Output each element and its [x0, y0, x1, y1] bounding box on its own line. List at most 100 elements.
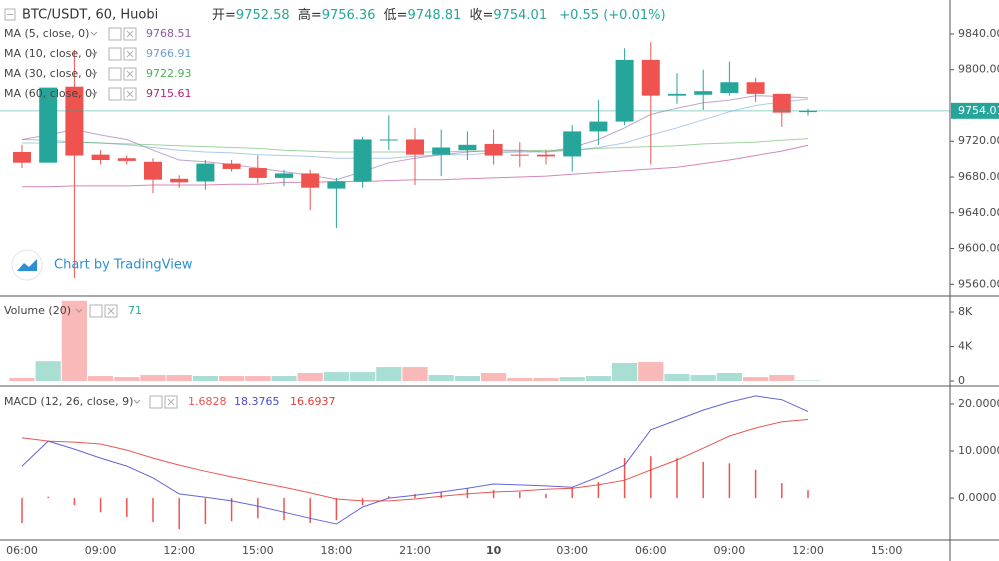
volume-bar: [350, 372, 376, 382]
legend-name: MA (5, close, 0): [4, 27, 89, 40]
watermark-logo: [17, 259, 37, 271]
candle-body: [772, 93, 791, 113]
volume-bar: [166, 374, 192, 382]
candle-body: [222, 163, 241, 169]
watermark-logo: [11, 249, 43, 281]
volume-bar: [428, 374, 454, 382]
candle-body: [406, 139, 424, 155]
ohlc-label: 高=: [298, 7, 322, 23]
legend-value: 9715.61: [146, 87, 192, 100]
candle-body: [615, 59, 634, 122]
candle-body: [510, 154, 529, 156]
change: +0.55 (+0.01%): [559, 8, 665, 23]
candle-body: [248, 168, 267, 178]
volume-bar: [245, 376, 271, 382]
candle-body: [39, 87, 58, 163]
candle-body: [170, 178, 189, 183]
ohlc-value: 9748.81: [408, 8, 462, 23]
y-tick-label: 9560.00: [958, 277, 999, 290]
x-tick-label: 03:00: [556, 544, 588, 557]
volume-bar: [9, 378, 35, 382]
ohlc-value: 9756.36: [322, 8, 376, 23]
remove-icon[interactable]: [123, 87, 137, 101]
ohlc-header: 开=9752.58 高=9756.36 低=9748.81 收=9754.01 …: [212, 7, 666, 23]
y-tick-label: 9640.00: [958, 206, 999, 219]
y-tick-label: 0: [958, 374, 965, 387]
symbol-title: BTC/USDT, 60, Huobi: [22, 8, 158, 23]
settings-icon[interactable]: [108, 47, 122, 61]
volume-bar: [559, 377, 585, 382]
x-tick-label: 12:00: [792, 544, 824, 557]
volume-bar: [219, 376, 245, 382]
x-tick-label: 18:00: [321, 544, 353, 557]
candle-body: [799, 110, 817, 113]
volume-bar: [297, 373, 323, 382]
candle-body: [458, 144, 477, 151]
remove-icon[interactable]: [123, 67, 137, 81]
legend-dropdown: [90, 51, 98, 56]
volume-bar: [533, 378, 559, 382]
remove-icon: [126, 70, 134, 78]
candle-body: [144, 161, 162, 180]
volume-bar: [690, 374, 716, 382]
remove-icon[interactable]: [104, 304, 118, 318]
candle-body: [720, 82, 739, 93]
settings-icon[interactable]: [149, 395, 163, 409]
x-tick-label: 15:00: [242, 544, 274, 557]
candle-body: [65, 86, 84, 156]
candle-body: [301, 173, 320, 188]
legend-value: 18.3765: [234, 395, 280, 408]
y-tick-label: 9680.00: [958, 170, 999, 183]
candle-body: [484, 143, 503, 156]
ohlc-label: 开=: [212, 8, 236, 23]
volume-bar: [454, 376, 480, 382]
candle-body: [353, 139, 372, 182]
volume-bar: [323, 372, 349, 382]
candle-body: [196, 163, 215, 182]
remove-icon[interactable]: [123, 47, 137, 61]
x-tick-label: 10: [486, 544, 502, 557]
settings-icon[interactable]: [108, 27, 122, 41]
watermark-text: Chart by TradingView: [54, 258, 193, 273]
settings-icon[interactable]: [89, 304, 103, 318]
candle-body: [694, 91, 713, 95]
settings-icon[interactable]: [108, 67, 122, 81]
last-price-label: 9754.01: [958, 104, 999, 117]
candle-body: [13, 151, 31, 163]
macd-legend: MACD (12, 26, close, 9): [4, 395, 133, 408]
candle-body: [275, 173, 293, 178]
watermark: Chart by TradingView: [11, 249, 193, 281]
remove-icon: [126, 50, 134, 58]
y-tick-label: 9600.00: [958, 242, 999, 255]
candle-body: [537, 154, 555, 157]
volume-bar: [376, 367, 402, 382]
x-tick-label: 09:00: [714, 544, 746, 557]
volume-bar: [638, 362, 664, 382]
y-tick-label: 10.0000: [958, 444, 999, 457]
legend-dropdown: [90, 71, 98, 76]
ohlc-value: 9754.01: [493, 8, 547, 23]
legend-value: 9722.93: [146, 67, 192, 80]
remove-icon[interactable]: [164, 395, 178, 409]
candle-body: [117, 158, 136, 161]
x-tick-label: 06:00: [6, 544, 38, 557]
y-tick-label: 9840.00: [958, 27, 999, 40]
legend-dropdown: [90, 31, 98, 36]
y-tick-label: 4K: [958, 340, 973, 353]
x-tick-label: 09:00: [85, 544, 117, 557]
volume-bar: [35, 361, 61, 382]
volume-bar: [716, 373, 742, 382]
remove-icon: [126, 30, 134, 38]
candle-body: [746, 82, 765, 94]
volume-bar: [507, 378, 533, 382]
settings-icon[interactable]: [108, 87, 122, 101]
remove-icon[interactable]: [123, 27, 137, 41]
volume-bar: [192, 376, 218, 382]
ohlc-value: 9752.58: [236, 8, 290, 23]
y-tick-label: 0.0000: [958, 491, 997, 504]
candle-body: [379, 139, 398, 141]
volume-bar: [61, 300, 87, 382]
remove-icon: [126, 90, 134, 98]
collapse-icon[interactable]: [4, 8, 16, 21]
